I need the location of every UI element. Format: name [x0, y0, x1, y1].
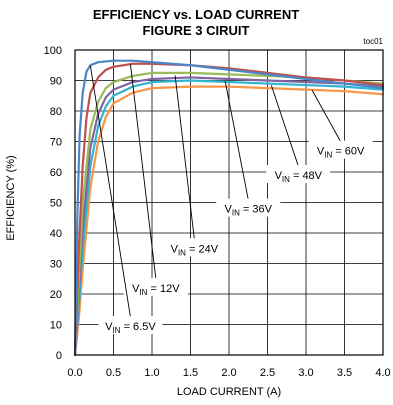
annotation-leader [224, 81, 249, 200]
annotation-bg [308, 140, 373, 159]
chart-title: EFFICIENCY vs. LOAD CURRENT [93, 7, 299, 22]
x-tick-label: 4.0 [375, 367, 390, 379]
y-tick-label: 70 [50, 137, 62, 149]
x-tick-label: 2.0 [221, 367, 236, 379]
y-tick-label: 40 [50, 228, 62, 240]
x-tick-label: 1.5 [183, 367, 198, 379]
annotation-leader [311, 90, 342, 142]
annotations: VIN = 60V VIN = 48V VIN = 36V VIN = 24V VIN … [89, 64, 373, 335]
annotation-leader [129, 64, 157, 279]
corner-tag: toc01 [363, 37, 383, 46]
chart-subtitle: FIGURE 3 CIRUIT [143, 23, 250, 38]
annotation-label: VIN = 48V [275, 170, 323, 184]
x-tick-label: 2.5 [260, 367, 275, 379]
y-tick-label: 100 [44, 45, 62, 57]
series-line [73, 85, 385, 357]
y-tick-label: 60 [50, 167, 62, 179]
x-tick-label: 0.5 [106, 367, 121, 379]
x-tick-label: 1.0 [144, 367, 159, 379]
x-tick-label: 3.5 [337, 367, 352, 379]
series-line [73, 59, 385, 357]
y-tick-label: 0 [56, 350, 62, 362]
annotation-bg [123, 277, 188, 296]
x-tick-label: 0.0 [67, 367, 82, 379]
series-line [73, 62, 385, 357]
annotation-bg [162, 238, 227, 257]
annotation-label: VIN = 24V [171, 243, 219, 257]
x-axis-label: LOAD CURRENT (A) [177, 386, 281, 398]
y-tick-label: 80 [50, 106, 62, 118]
annotation-label: VIN = 12V [132, 283, 180, 297]
x-tick-label: 3.0 [298, 367, 313, 379]
annotation-leader [89, 65, 131, 318]
y-tick-label: 50 [50, 198, 62, 210]
y-tick-label: 90 [50, 76, 62, 88]
annotation-bg [216, 198, 281, 217]
plot-frame [74, 49, 384, 356]
y-tick-label: 20 [50, 289, 62, 301]
tick-labels: 0.0 0.5 1.0 1.5 2.0 2.5 3.0 3.5 4.0 0 10 20 30 40 50 60… [44, 45, 391, 379]
y-tick-label: 30 [50, 259, 62, 271]
annotation-leader [174, 75, 195, 240]
annotation-leader [270, 85, 299, 167]
y-tick-label: 10 [50, 320, 62, 332]
annotation-label: VIN = 60V [317, 146, 365, 160]
annotation-bg [266, 165, 331, 184]
y-axis-label: EFFICIENCY (%) [5, 155, 17, 240]
annotation-label: VIN = 36V [225, 204, 273, 218]
annotation-bg [98, 316, 163, 335]
annotation-label: VIN = 6.5V [105, 321, 156, 335]
